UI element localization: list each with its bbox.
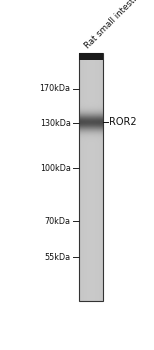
Text: 70kDa: 70kDa (45, 217, 71, 226)
Text: Rat small intestine: Rat small intestine (83, 0, 147, 50)
Text: 130kDa: 130kDa (40, 119, 71, 128)
Text: ROR2: ROR2 (109, 117, 136, 127)
Text: 100kDa: 100kDa (40, 163, 71, 173)
Bar (79, 53, 103, 301)
Bar (79, 53, 103, 60)
Text: 55kDa: 55kDa (45, 253, 71, 262)
Text: 170kDa: 170kDa (40, 84, 71, 93)
